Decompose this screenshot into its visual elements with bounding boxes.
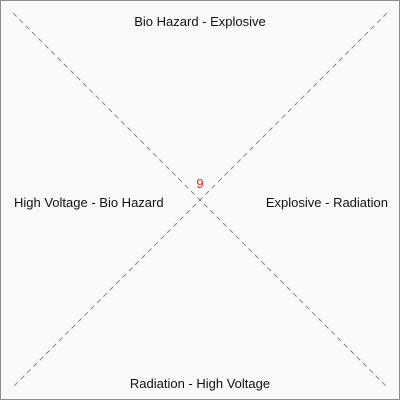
center-counter: 9 [196,176,204,191]
zone-label-left[interactable]: High Voltage - Bio Hazard [14,195,164,210]
diagonal-divider-anti [12,12,388,388]
zone-label-right[interactable]: Explosive - Radiation [265,195,388,210]
zone-label-top[interactable]: Bio Hazard - Explosive [134,14,266,29]
zone-label-bottom[interactable]: Radiation - High Voltage [129,376,271,391]
